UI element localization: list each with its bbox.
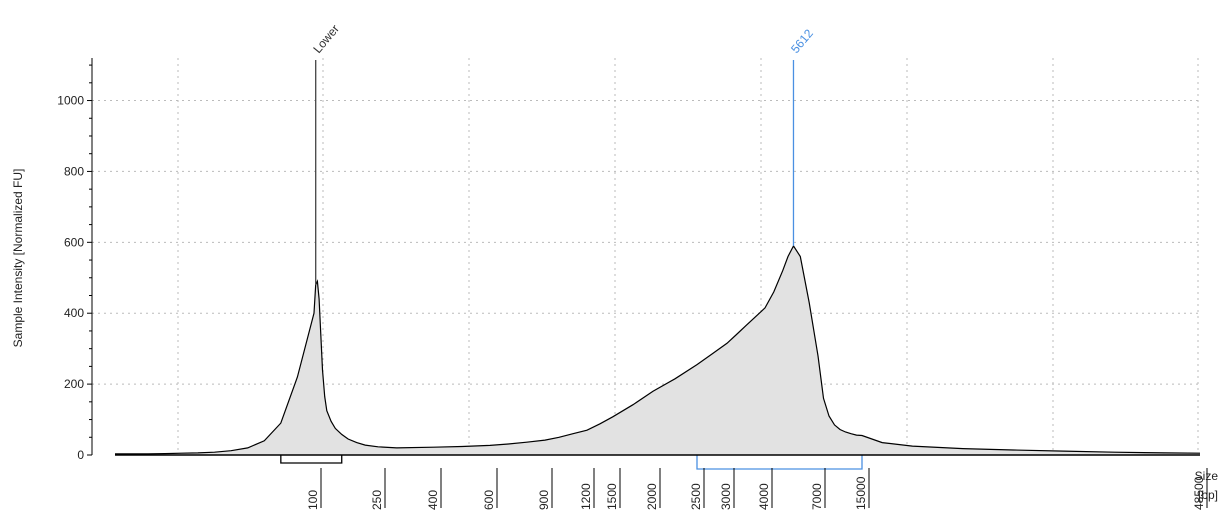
x-tick-label: 1500 xyxy=(605,483,619,510)
axes: 0 200 400 600 800 1000 100 250 400 600 900 1200 1500… xyxy=(57,58,1208,510)
y-tick-label: 800 xyxy=(64,164,84,178)
y-tick-label: 0 xyxy=(77,448,84,462)
x-tick-label: 1200 xyxy=(579,483,593,510)
x-tick-label: 3000 xyxy=(719,483,733,510)
x-tick-label: 250 xyxy=(370,490,384,510)
y-tick-label: 400 xyxy=(64,306,84,320)
x-tick-label: 900 xyxy=(537,490,551,510)
x-tick-label: 100 xyxy=(306,490,320,510)
y-axis-title: Sample Intensity [Normalized FU] xyxy=(11,169,25,348)
x-tick-label: 15000 xyxy=(854,476,868,510)
y-tick-label: 1000 xyxy=(57,94,84,108)
x-tick-label: 48500 xyxy=(1192,476,1206,510)
grid-lines xyxy=(92,58,1200,455)
signal-fill xyxy=(115,245,1200,455)
y-tick-label: 600 xyxy=(64,235,84,249)
x-tick-label: 600 xyxy=(482,490,496,510)
peak-label: Lower xyxy=(310,22,342,56)
signal-line xyxy=(115,244,1201,455)
peak-label: 5612 xyxy=(788,26,816,56)
y-tick-label: 200 xyxy=(64,377,84,391)
x-tick-label: 7000 xyxy=(810,483,824,510)
signal-area xyxy=(115,244,1201,456)
x-tick-label: 4000 xyxy=(757,483,771,510)
x-axis-title-size: Size xyxy=(1195,469,1219,483)
x-axis-title-unit: [bp] xyxy=(1198,488,1218,502)
peak-markers: Lower 5612 xyxy=(310,22,816,285)
x-tick-label: 400 xyxy=(426,490,440,510)
x-tick-label: 2000 xyxy=(645,483,659,510)
x-tick-label: 2500 xyxy=(689,483,703,510)
